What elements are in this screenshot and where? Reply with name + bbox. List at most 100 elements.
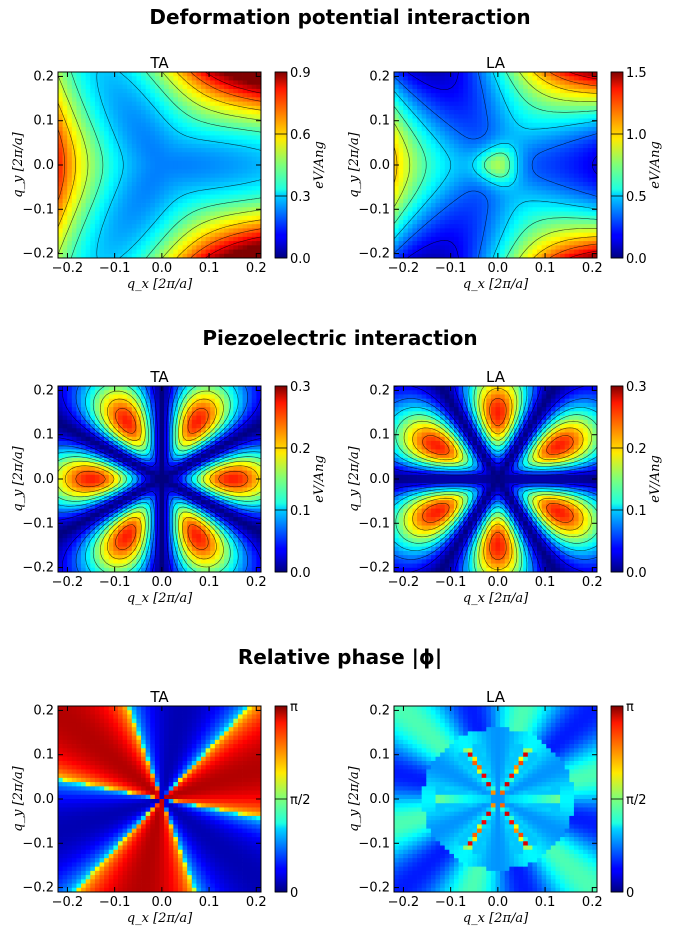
heatmap-cell bbox=[86, 89, 91, 94]
heatmap-cell bbox=[67, 237, 72, 242]
heatmap-cell bbox=[426, 233, 431, 238]
heatmap-cell bbox=[183, 199, 188, 204]
heatmap-cell bbox=[109, 186, 114, 191]
heatmap-cell bbox=[528, 140, 533, 145]
heatmap-cell bbox=[123, 119, 128, 124]
heatmap-cell bbox=[505, 241, 510, 246]
heatmap-cell bbox=[505, 89, 510, 94]
heatmap-cell bbox=[63, 110, 68, 115]
heatmap-cell bbox=[500, 199, 505, 204]
heatmap-cell bbox=[569, 135, 574, 140]
heatmap-cell bbox=[486, 97, 491, 102]
heatmap-cell bbox=[86, 433, 91, 438]
heatmap-cell bbox=[160, 135, 165, 140]
heatmap-cell bbox=[574, 241, 579, 246]
heatmap-cell bbox=[417, 178, 422, 183]
heatmap-cell bbox=[146, 245, 151, 250]
heatmap-cell bbox=[412, 161, 417, 166]
heatmap-cell bbox=[560, 102, 565, 107]
x-tick-label: −0.2 bbox=[52, 261, 84, 276]
heatmap-cell bbox=[496, 131, 501, 136]
heatmap-cell bbox=[399, 233, 404, 238]
heatmap-cell bbox=[436, 76, 441, 81]
heatmap-cell bbox=[454, 203, 459, 208]
heatmap-cell bbox=[408, 114, 413, 119]
heatmap-cell bbox=[178, 119, 183, 124]
heatmap-cell bbox=[67, 241, 72, 246]
heatmap-cell bbox=[252, 106, 257, 111]
heatmap-cell bbox=[509, 72, 514, 77]
heatmap-cell bbox=[113, 148, 118, 153]
heatmap-cell bbox=[537, 161, 542, 166]
heatmap-cell bbox=[579, 144, 584, 149]
heatmap-cell bbox=[67, 454, 72, 459]
heatmap-cell bbox=[127, 102, 132, 107]
heatmap-cell bbox=[537, 178, 542, 183]
heatmap-cell bbox=[183, 148, 188, 153]
heatmap-cell bbox=[417, 152, 422, 157]
heatmap-cell bbox=[426, 216, 431, 221]
heatmap-cell bbox=[72, 97, 77, 102]
heatmap-cell bbox=[477, 140, 482, 145]
heatmap-cell bbox=[519, 195, 524, 200]
heatmap-cell bbox=[123, 203, 128, 208]
heatmap-cell bbox=[574, 148, 579, 153]
heatmap-cell bbox=[109, 190, 114, 195]
heatmap-cell bbox=[463, 102, 468, 107]
heatmap-cell bbox=[164, 199, 169, 204]
heatmap-cell bbox=[555, 237, 560, 242]
heatmap-cell bbox=[243, 161, 248, 166]
heatmap-cell bbox=[403, 76, 408, 81]
heatmap-cell bbox=[219, 140, 224, 145]
heatmap-cell bbox=[132, 93, 137, 98]
heatmap-cell bbox=[532, 89, 537, 94]
heatmap-cell bbox=[523, 207, 528, 212]
heatmap-cell bbox=[219, 212, 224, 217]
heatmap-cell bbox=[579, 157, 584, 162]
x-tick-label: 0.2 bbox=[246, 261, 267, 276]
heatmap-cell bbox=[206, 237, 211, 242]
heatmap-cell bbox=[215, 245, 220, 250]
heatmap-cell bbox=[160, 195, 165, 200]
heatmap-cell bbox=[146, 534, 151, 539]
heatmap-cell bbox=[233, 148, 238, 153]
heatmap-cell bbox=[519, 165, 524, 170]
heatmap-cell bbox=[403, 152, 408, 157]
heatmap-cell bbox=[100, 237, 105, 242]
heatmap-cell bbox=[173, 245, 178, 250]
heatmap-cell bbox=[454, 123, 459, 128]
heatmap-cell bbox=[118, 131, 123, 136]
heatmap-cell bbox=[118, 241, 123, 246]
heatmap-cell bbox=[514, 169, 519, 174]
heatmap-cell bbox=[90, 173, 95, 178]
heatmap-cell bbox=[491, 178, 496, 183]
heatmap-cell bbox=[477, 89, 482, 94]
heatmap-cell bbox=[123, 131, 128, 136]
heatmap-cell bbox=[146, 173, 151, 178]
heatmap-cell bbox=[136, 428, 141, 433]
heatmap-cell bbox=[463, 114, 468, 119]
heatmap-cell bbox=[542, 190, 547, 195]
heatmap-cell bbox=[528, 186, 533, 191]
heatmap-cell bbox=[132, 119, 137, 124]
heatmap-cell bbox=[399, 152, 404, 157]
heatmap-cell bbox=[579, 114, 584, 119]
heatmap-cell bbox=[574, 119, 579, 124]
heatmap-cell bbox=[210, 80, 215, 85]
heatmap-cell bbox=[192, 161, 197, 166]
heatmap-cell bbox=[95, 178, 100, 183]
heatmap-cell bbox=[233, 97, 238, 102]
heatmap-cell bbox=[408, 250, 413, 255]
heatmap-cell bbox=[109, 547, 114, 552]
heatmap-cell bbox=[141, 131, 146, 136]
heatmap-cell bbox=[141, 97, 146, 102]
heatmap-cell bbox=[150, 110, 155, 115]
heatmap-cell bbox=[132, 114, 137, 119]
heatmap-cell bbox=[252, 199, 257, 204]
heatmap-cell bbox=[408, 169, 413, 174]
heatmap-cell bbox=[160, 428, 165, 433]
heatmap-cell bbox=[252, 102, 257, 107]
heatmap-cell bbox=[150, 475, 155, 480]
heatmap-cell bbox=[528, 237, 533, 242]
heatmap-cell bbox=[486, 102, 491, 107]
